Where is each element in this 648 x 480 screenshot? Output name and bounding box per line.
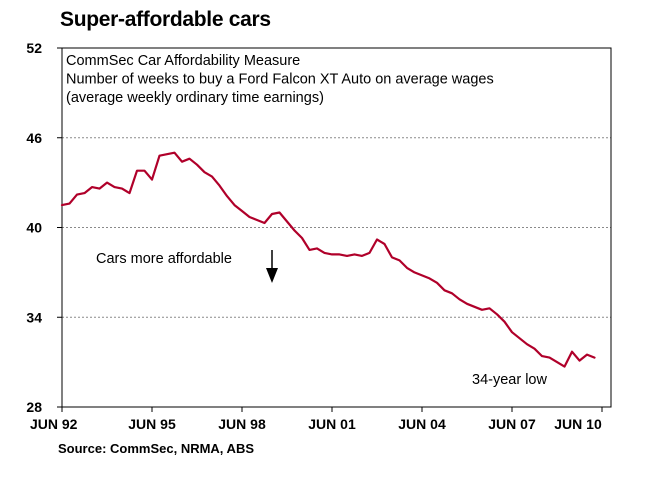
x-tick-label: JUN 04 xyxy=(398,416,446,432)
y-tick-label: 52 xyxy=(26,40,42,56)
gridlines xyxy=(62,137,611,318)
y-tick-label: 28 xyxy=(26,399,42,415)
subtitle-line: Number of weeks to buy a Ford Falcon XT … xyxy=(66,72,494,88)
arrow-down-icon xyxy=(266,268,278,283)
series-line xyxy=(60,151,596,368)
chart-subtitle: CommSec Car Affordability Measure Number … xyxy=(66,53,494,106)
x-tick-label: JUN 10 xyxy=(554,416,602,432)
y-tick-label: 40 xyxy=(26,220,42,236)
annotations: Cars more affordable 34-year low xyxy=(96,250,547,388)
annotation-label: Cars more affordable xyxy=(96,251,232,267)
x-axis: JUN 92 JUN 95 JUN 98 JUN 01 JUN 04 JUN 07 JUN … xyxy=(30,407,603,432)
x-tick-label: JUN 95 xyxy=(128,416,176,432)
page-title: Super-affordable cars xyxy=(60,8,271,31)
y-tick-label: 46 xyxy=(26,130,42,146)
x-tick-label: JUN 98 xyxy=(218,416,266,432)
y-tick-label: 34 xyxy=(26,309,42,325)
subtitle-line: CommSec Car Affordability Measure xyxy=(66,53,300,69)
x-tick-label: JUN 92 xyxy=(30,416,78,432)
annotation-label: 34-year low xyxy=(472,372,547,388)
subtitle-line: (average weekly ordinary time earnings) xyxy=(66,90,324,106)
source-note: Source: CommSec, NRMA, ABS xyxy=(58,441,254,456)
x-tick-label: JUN 07 xyxy=(488,416,536,432)
x-tick-label: JUN 01 xyxy=(308,416,356,432)
y-axis: 28 34 40 46 52 xyxy=(26,40,62,415)
